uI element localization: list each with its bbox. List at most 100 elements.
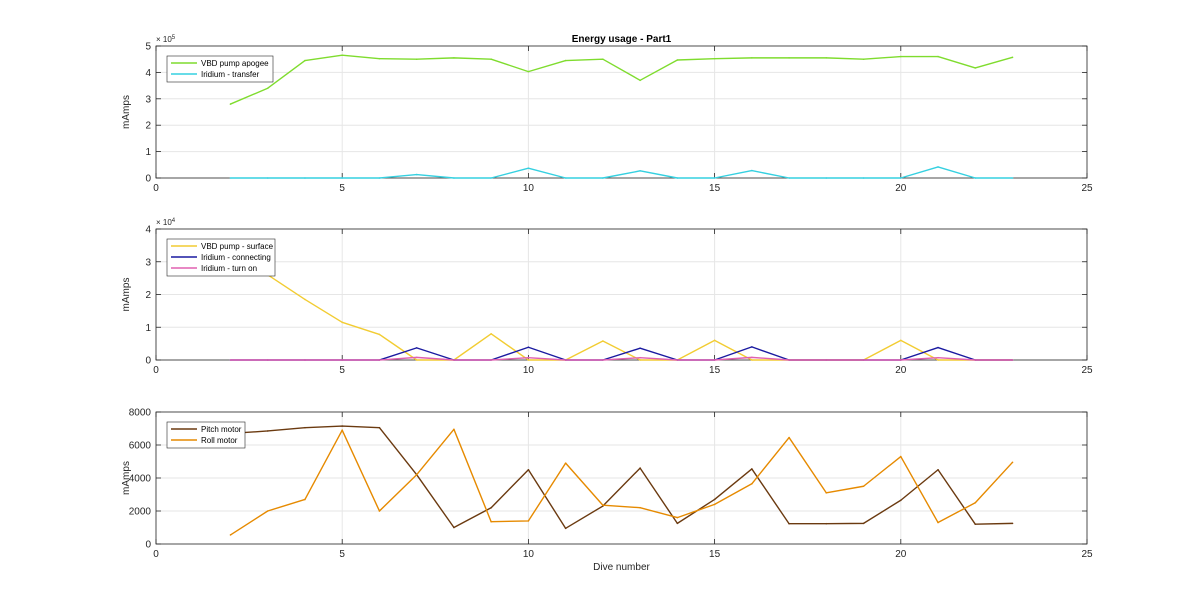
series-line-2 — [230, 166, 1013, 179]
data-point — [937, 468, 939, 471]
data-point — [713, 177, 716, 179]
data-point — [862, 359, 865, 361]
legend-label: Iridium - turn on — [201, 264, 257, 273]
data-point — [937, 521, 939, 524]
y-tick-label: 3 — [145, 257, 151, 268]
data-point — [788, 177, 790, 179]
data-point — [825, 177, 828, 179]
data-point — [825, 492, 828, 494]
data-point — [229, 177, 232, 179]
data-point — [378, 333, 381, 336]
y-axis-label: mAmps — [121, 95, 132, 129]
data-point — [453, 428, 455, 431]
data-point — [304, 59, 306, 62]
data-point — [564, 462, 567, 464]
data-point — [900, 55, 902, 58]
legend-label: VBD pump - surface — [201, 242, 274, 251]
data-point — [713, 339, 716, 342]
data-point — [788, 359, 790, 361]
x-tick-label: 5 — [339, 183, 345, 194]
data-point — [341, 425, 344, 427]
data-point — [974, 359, 977, 361]
legend-label: Roll motor — [201, 436, 238, 445]
series-line-1 — [230, 425, 1013, 530]
data-point — [490, 333, 492, 335]
data-point — [378, 426, 381, 429]
data-point — [415, 473, 418, 476]
y-tick-label: 4 — [145, 225, 151, 236]
x-tick-label: 20 — [895, 549, 907, 560]
data-point — [304, 498, 306, 501]
data-point — [378, 510, 381, 512]
y-axis-label: mAmps — [121, 278, 132, 312]
data-point — [713, 57, 716, 60]
data-point — [751, 169, 753, 172]
legend-label: Iridium - connecting — [201, 253, 271, 262]
data-point — [266, 87, 269, 90]
data-point — [900, 359, 902, 361]
data-point — [825, 522, 828, 525]
legend: VBD pump - surface Iridium - connecting Ir… — [166, 238, 276, 277]
data-point — [639, 356, 641, 359]
data-point — [1011, 177, 1014, 179]
data-point — [639, 347, 641, 350]
data-point — [937, 356, 939, 359]
data-point — [1011, 359, 1014, 361]
data-point — [862, 58, 865, 60]
series-line-2 — [230, 428, 1014, 536]
y-tick-label: 4 — [145, 68, 151, 79]
data-point — [341, 177, 344, 179]
series-line-3 — [230, 356, 1013, 361]
legend-label: Pitch motor — [201, 425, 242, 434]
data-point — [974, 501, 977, 504]
data-point — [341, 321, 344, 324]
data-point — [527, 359, 530, 361]
data-point — [900, 499, 902, 502]
data-point — [564, 359, 567, 361]
series-line-1 — [230, 254, 1013, 361]
data-point — [304, 359, 306, 361]
plot-area — [156, 46, 1087, 178]
y-tick-label: 1 — [145, 147, 151, 158]
x-tick-label: 5 — [339, 365, 345, 376]
x-tick-label: 5 — [339, 549, 345, 560]
data-point — [453, 359, 455, 361]
data-point — [490, 359, 492, 361]
y-tick-label: 6000 — [129, 441, 152, 452]
data-point — [713, 498, 716, 501]
data-point — [453, 526, 455, 529]
x-tick-label: 25 — [1081, 183, 1093, 194]
x-tick-label: 25 — [1081, 365, 1093, 376]
data-point — [527, 70, 530, 73]
data-point — [862, 522, 865, 525]
data-point — [415, 58, 418, 60]
data-point — [639, 170, 641, 172]
data-point — [974, 523, 977, 525]
data-point — [788, 57, 790, 59]
data-point — [266, 359, 269, 361]
chart-panel-3: 0 5 10 15 20 25 0 2000 4000 6000 8000 mAmps Dive num… — [121, 408, 1093, 574]
x-tick-label: 15 — [709, 549, 721, 560]
x-tick-label: 10 — [523, 549, 535, 560]
data-point — [229, 359, 232, 361]
data-point — [937, 359, 939, 361]
legend-label: Iridium - transfer — [201, 70, 260, 79]
y-tick-label: 2000 — [129, 507, 152, 518]
data-point — [415, 173, 418, 176]
data-point — [602, 340, 604, 342]
data-point — [639, 359, 641, 361]
y-tick-label: 1 — [145, 323, 151, 334]
x-tick-label: 0 — [153, 183, 159, 194]
data-point — [751, 346, 753, 348]
data-point — [378, 359, 381, 361]
data-point — [862, 177, 865, 179]
x-tick-label: 20 — [895, 183, 907, 194]
data-point — [564, 59, 567, 62]
axes-box — [155, 45, 1088, 179]
data-point — [862, 485, 865, 488]
data-point — [378, 57, 381, 60]
legend-label: VBD pump apogee — [201, 59, 269, 68]
data-point — [341, 429, 344, 431]
data-point — [415, 347, 418, 349]
x-tick-label: 10 — [523, 365, 535, 376]
